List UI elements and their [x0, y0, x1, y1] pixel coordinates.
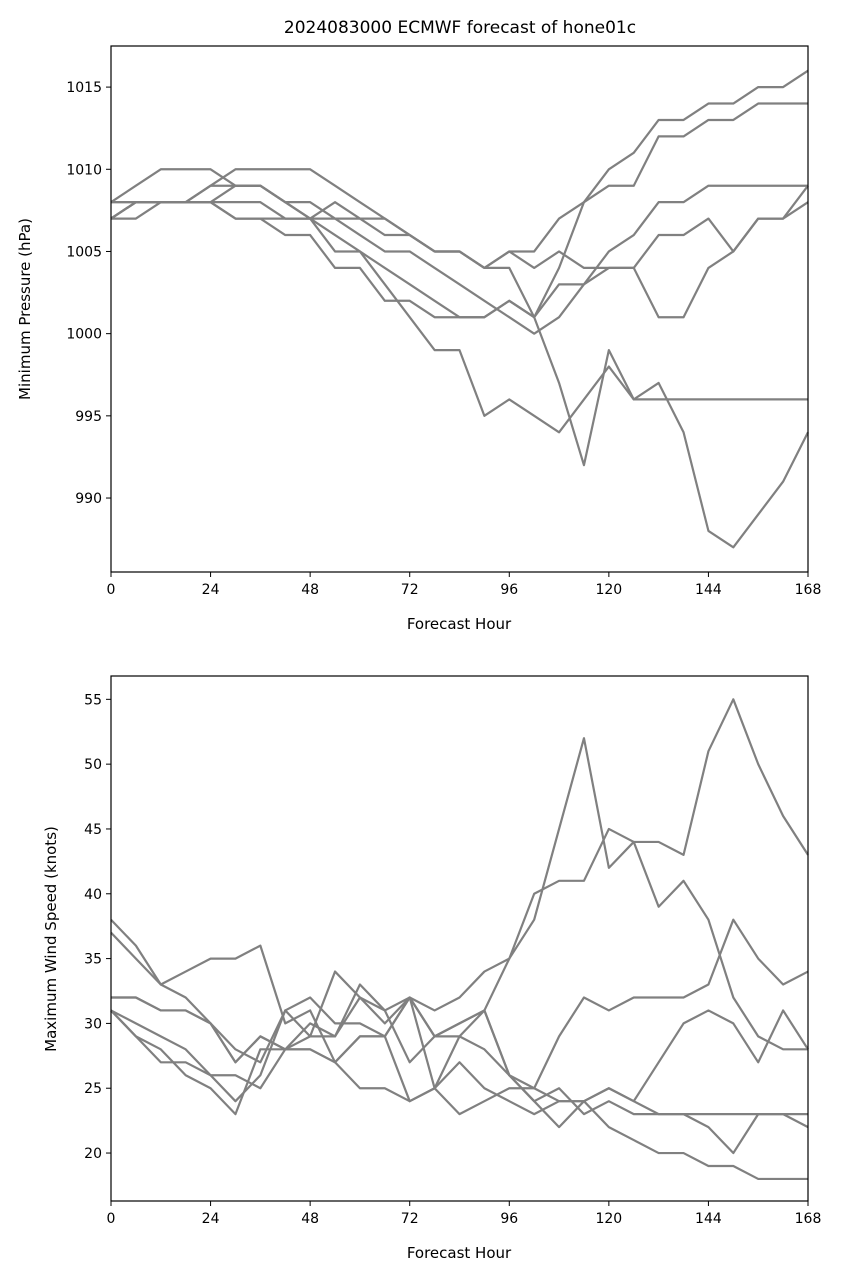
wind-x-tick-label: 0 — [107, 1211, 116, 1227]
wind-x-axis-label: Forecast Hour — [407, 1244, 512, 1262]
wind-series-group — [110, 698, 809, 1181]
wind-y-tick-label: 45 — [84, 822, 102, 838]
wind-x-tick-label: 144 — [695, 1211, 722, 1227]
pressure-y-tick-label: 995 — [75, 409, 102, 425]
wind-series-line-2 — [110, 698, 809, 1064]
pressure-y-axis-label: Minimum Pressure (hPa) — [16, 218, 34, 400]
wind-series-line-7 — [111, 983, 808, 1116]
chart-title: 2024083000 ECMWF forecast of hone01c — [284, 18, 636, 38]
pressure-y-tick-label: 1010 — [66, 162, 102, 178]
pressure-x-tick-label: 72 — [401, 582, 419, 598]
pressure-x-axis-label: Forecast Hour — [407, 615, 512, 633]
pressure-y-tick-label: 990 — [75, 491, 102, 507]
pressure-x-tick-label: 120 — [595, 582, 622, 598]
pressure-x-ticks: 0 24 48 72 96 120 144 168 — [107, 572, 822, 598]
pressure-series-line-6 — [110, 201, 809, 549]
wind-plot-frame — [110, 675, 809, 1202]
wind-x-tick-label: 72 — [401, 1211, 419, 1227]
pressure-y-tick-label: 1000 — [66, 327, 102, 343]
wind-y-tick-label: 35 — [84, 952, 102, 968]
pressure-y-ticks: 990 995 1000 1005 1010 1015 — [66, 80, 111, 507]
wind-y-tick-label: 50 — [84, 757, 102, 773]
wind-series-line-5 — [110, 737, 808, 1103]
wind-y-tick-label: 20 — [84, 1146, 102, 1162]
wind-series-line-3 — [111, 918, 809, 1090]
wind-y-tick-label: 55 — [84, 692, 102, 708]
wind-x-tick-label: 120 — [595, 1211, 622, 1227]
wind-y-axis-label: Maximum Wind Speed (knots) — [42, 826, 60, 1052]
wind-x-tick-label: 168 — [795, 1211, 822, 1227]
pressure-series-group — [110, 69, 809, 549]
pressure-series-line-2 — [110, 184, 809, 335]
pressure-x-tick-label: 24 — [202, 582, 220, 598]
wind-x-ticks: 0 24 48 72 96 120 144 168 — [107, 1201, 822, 1227]
pressure-plot-frame — [110, 45, 809, 573]
pressure-series-line-5 — [111, 168, 809, 319]
wind-y-tick-label: 40 — [84, 887, 102, 903]
pressure-y-tick-label: 1005 — [66, 244, 102, 260]
pressure-series-line-7 — [110, 201, 808, 467]
wind-y-tick-label: 30 — [84, 1016, 102, 1032]
pressure-chart: 2024083000 ECMWF forecast of hone01c 0 24… — [16, 18, 821, 633]
pressure-x-tick-label: 168 — [795, 582, 822, 598]
wind-series-line-6 — [110, 1009, 808, 1181]
pressure-series-line-3 — [110, 69, 809, 319]
wind-y-ticks: 20 25 30 35 40 45 50 55 — [84, 692, 111, 1162]
pressure-x-tick-label: 48 — [301, 582, 319, 598]
pressure-x-tick-label: 0 — [107, 582, 116, 598]
pressure-x-tick-label: 144 — [695, 582, 722, 598]
wind-chart: 0 24 48 72 96 120 144 168 20 25 30 35 40 45 50 55 Fore… — [42, 675, 822, 1262]
wind-y-tick-label: 25 — [84, 1081, 102, 1097]
wind-x-tick-label: 24 — [202, 1211, 220, 1227]
wind-x-tick-label: 96 — [500, 1211, 518, 1227]
wind-x-tick-label: 48 — [301, 1211, 319, 1227]
pressure-y-tick-label: 1015 — [66, 80, 102, 96]
pressure-x-tick-label: 96 — [500, 582, 518, 598]
